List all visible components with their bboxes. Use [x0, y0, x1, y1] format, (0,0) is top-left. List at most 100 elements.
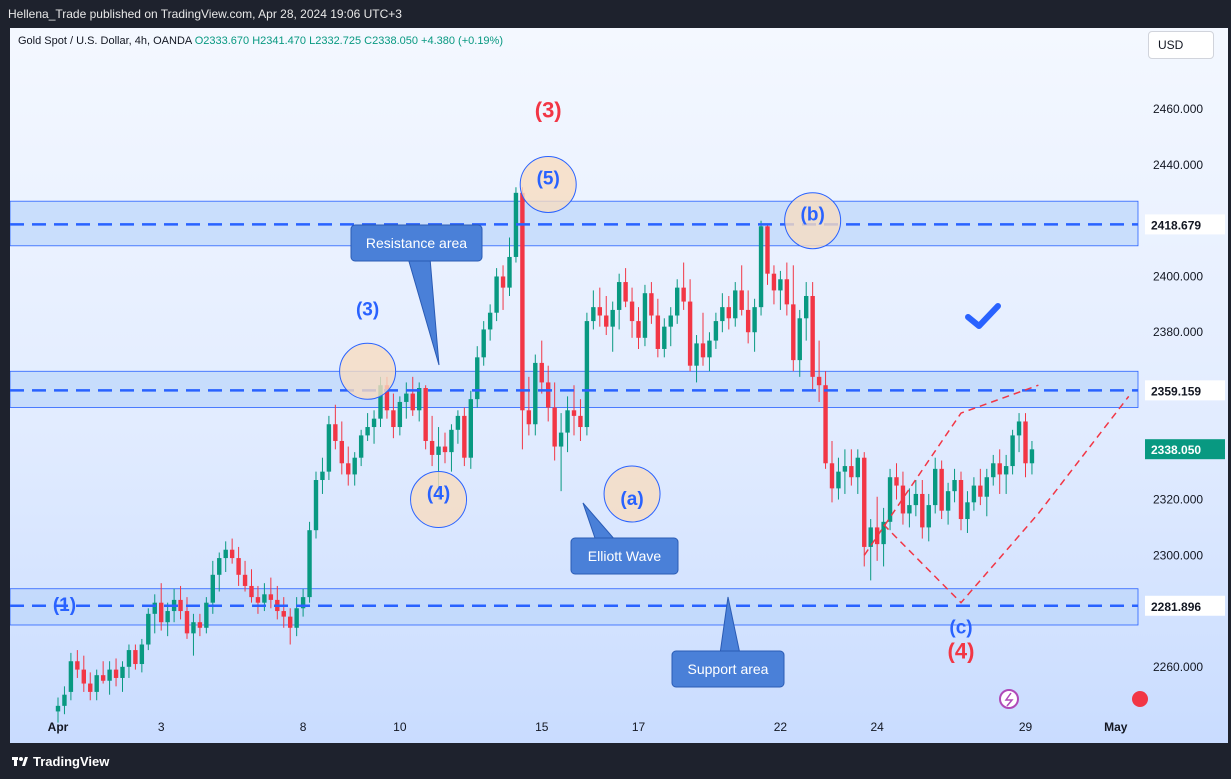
candle-body: [507, 256, 512, 288]
candle-body: [139, 644, 145, 665]
candle-body: [449, 429, 454, 453]
y-tick-label: 2300.000: [1153, 548, 1203, 562]
candle-body: [513, 192, 519, 257]
candle-body: [642, 293, 648, 338]
candle-body: [984, 477, 989, 497]
candle-body: [378, 385, 383, 419]
candle-body: [552, 407, 557, 447]
candle-body: [829, 463, 835, 489]
candle-body: [881, 521, 886, 545]
candle-body: [429, 440, 435, 455]
candle-body: [307, 530, 312, 598]
candle-body: [371, 418, 377, 428]
candle-body: [810, 295, 815, 377]
candle-body: [610, 309, 615, 327]
candle-body: [700, 343, 706, 358]
level-price-label: 2418.679: [1151, 218, 1201, 232]
level-price-tag: [1145, 595, 1225, 616]
candle-body: [255, 597, 261, 603]
publish-header: Hellena_Trade published on TradingView.c…: [0, 0, 1231, 28]
level-price-tag: [1145, 214, 1225, 235]
x-tick-label: 22: [774, 720, 788, 734]
candle-body: [249, 585, 254, 598]
candle-body: [126, 650, 132, 667]
candle-body: [397, 401, 403, 428]
lightning-bolt: [1004, 692, 1014, 707]
candle-body: [281, 611, 286, 617]
candle-body: [365, 427, 370, 436]
wave-label: (b): [801, 205, 825, 226]
candle-body: [481, 329, 486, 358]
x-tick-label: 24: [870, 720, 884, 734]
candle-body: [816, 376, 822, 386]
y-tick-label: 2400.000: [1153, 269, 1203, 283]
candle-body: [62, 694, 67, 706]
candle-body: [874, 527, 880, 545]
wave-label: (4): [948, 638, 975, 663]
candle-body: [565, 410, 570, 433]
tradingview-logo-icon: [12, 757, 28, 766]
candle-body: [649, 293, 654, 316]
candle-body: [965, 502, 970, 520]
publish-header-text: Hellena_Trade published on TradingView.c…: [8, 7, 402, 21]
candle-body: [616, 282, 622, 310]
candle-body: [720, 307, 725, 322]
candle-body: [204, 602, 209, 628]
candle-body: [133, 650, 138, 665]
x-tick-label: 8: [300, 720, 307, 734]
wave-label: (4): [427, 484, 450, 505]
candle-body: [384, 385, 390, 411]
wave-label: (3): [535, 98, 562, 123]
x-tick-label: 10: [393, 720, 407, 734]
candle-body: [578, 415, 583, 428]
candle-body: [159, 602, 164, 623]
wave-pivot-circle: [603, 465, 661, 523]
candle-body: [339, 440, 344, 464]
candle-body: [778, 279, 783, 291]
candle-body: [229, 549, 235, 559]
current-price-label: 2338.050: [1151, 443, 1201, 457]
y-tick-label: 2440.000: [1153, 158, 1203, 172]
current-price-tag: [1145, 439, 1225, 460]
candle-body: [533, 362, 538, 425]
candle-body: [662, 326, 667, 349]
currency-button[interactable]: USD: [1148, 31, 1214, 59]
legend-open: O2333.670: [194, 35, 250, 47]
candle-body: [294, 608, 299, 628]
candle-body: [997, 463, 1002, 475]
candle-body: [94, 675, 99, 692]
candle-body: [823, 385, 828, 464]
candle-body: [855, 457, 860, 478]
candle-body: [978, 485, 983, 497]
chart-area[interactable]: 2260.0002280.0002300.0002320.0002340.000…: [10, 28, 1228, 743]
wave-pivot-circle: [519, 155, 577, 213]
price-chart[interactable]: 2260.0002280.0002300.0002320.0002340.000…: [10, 28, 1228, 743]
candle-body: [88, 683, 93, 692]
candle-body: [726, 307, 731, 319]
candle-body: [797, 318, 802, 361]
candle-body: [849, 466, 854, 478]
candle-body: [352, 457, 357, 475]
candle-body: [913, 493, 919, 506]
wave-label: (c): [949, 617, 972, 638]
candle-body: [894, 477, 899, 486]
candle-body: [604, 315, 609, 327]
symbol-legend: Gold Spot / U.S. Dollar, 4h, OANDA O2333…: [18, 35, 503, 47]
callout-pointer: [407, 257, 440, 366]
legend-close: C2338.050: [364, 35, 418, 47]
candle-body: [210, 574, 215, 603]
candle-body: [939, 468, 944, 511]
candle-body: [791, 304, 796, 361]
candle-body: [475, 357, 480, 400]
candle-body: [584, 321, 590, 428]
candle-body: [707, 340, 712, 358]
candle-body: [526, 410, 532, 425]
candle-body: [313, 480, 319, 531]
candle-body: [68, 661, 74, 692]
candle-body: [771, 273, 777, 291]
legend-symbol: Gold Spot / U.S. Dollar, 4h, OANDA: [18, 35, 192, 47]
candle-body: [868, 527, 873, 547]
y-tick-label: 2320.000: [1153, 493, 1203, 507]
candle-body: [223, 549, 228, 559]
candle-body: [417, 388, 422, 411]
